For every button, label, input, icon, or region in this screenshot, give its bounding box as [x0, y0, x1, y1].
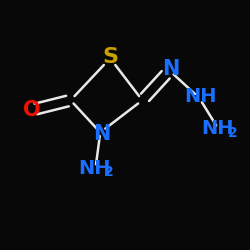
- Text: N: N: [162, 59, 180, 80]
- Text: O: O: [24, 100, 41, 120]
- Text: 2: 2: [104, 166, 114, 179]
- Text: N: N: [93, 124, 110, 144]
- Text: NH: NH: [184, 87, 217, 106]
- Text: NH: NH: [202, 119, 234, 138]
- Text: 2: 2: [228, 126, 238, 140]
- Text: S: S: [102, 47, 118, 67]
- Text: NH: NH: [78, 159, 110, 178]
